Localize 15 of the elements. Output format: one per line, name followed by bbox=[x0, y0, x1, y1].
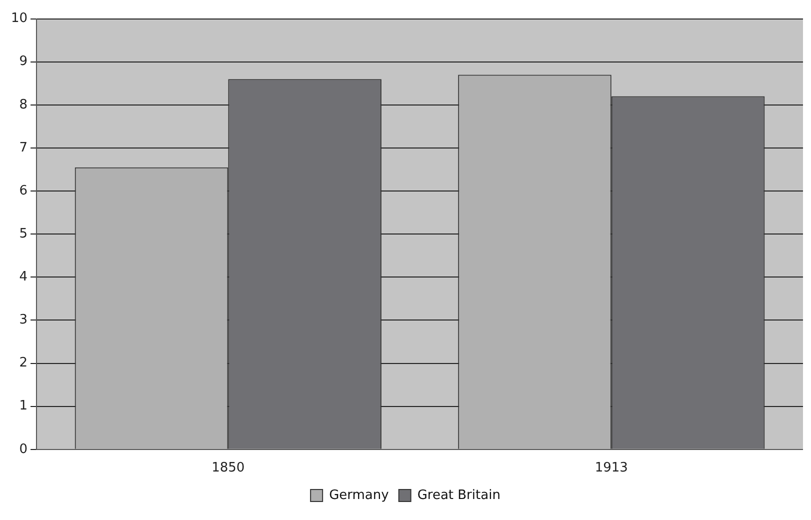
y-tick-label: 3 bbox=[19, 312, 28, 328]
y-tick-label: 5 bbox=[19, 226, 28, 242]
y-tick-label: 8 bbox=[19, 97, 28, 112]
y-tick-label: 0 bbox=[19, 442, 28, 457]
x-tick-label: 1850 bbox=[212, 460, 245, 476]
legend-label: Great Britain bbox=[417, 488, 500, 503]
legend-label: Germany bbox=[329, 488, 390, 503]
y-tick-label: 7 bbox=[19, 140, 28, 156]
x-tick-label: 1913 bbox=[594, 460, 628, 476]
y-tick-label: 1 bbox=[19, 398, 28, 414]
y-tick-label: 2 bbox=[19, 356, 28, 371]
y-tick-label: 6 bbox=[19, 183, 28, 198]
y-tick-label: 10 bbox=[10, 11, 28, 26]
y-tick-label: 9 bbox=[19, 54, 28, 70]
y-tick-label: 4 bbox=[19, 270, 28, 285]
